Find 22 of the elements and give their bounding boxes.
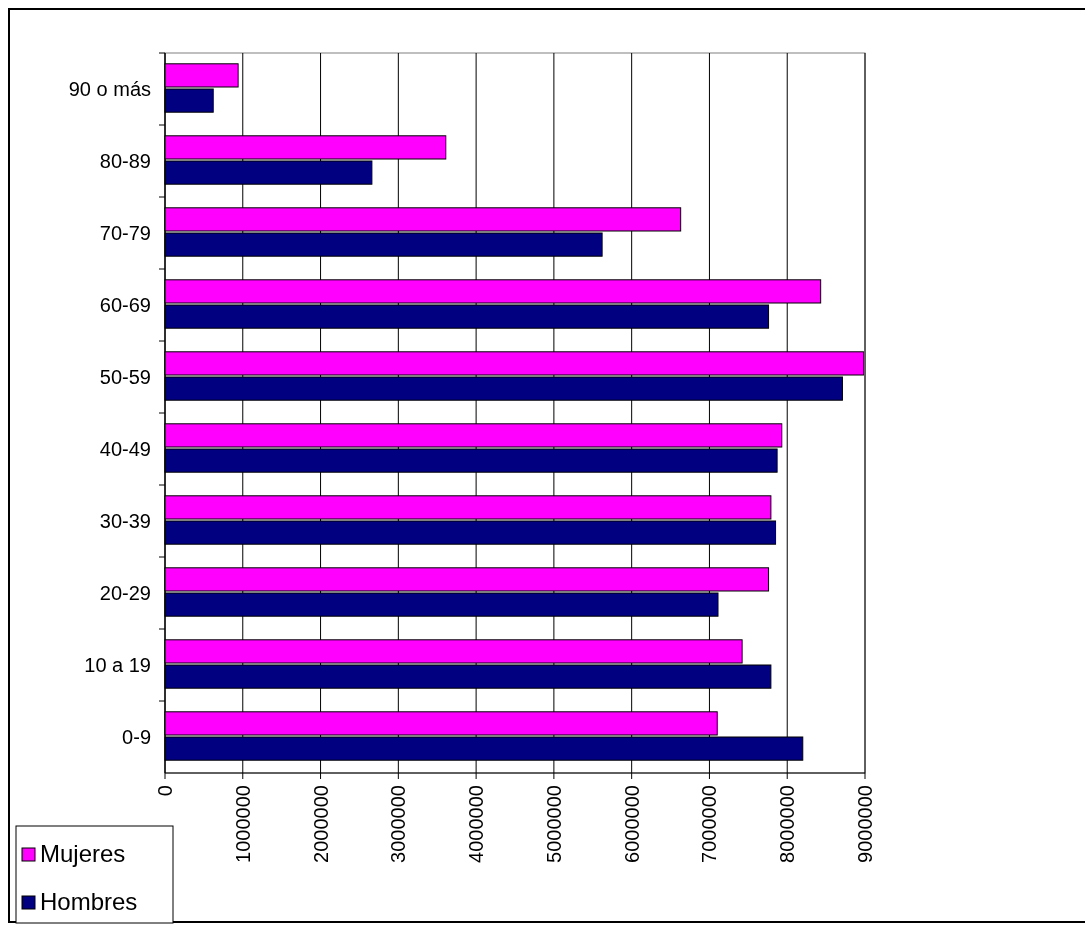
y-tick-label: 20-29 <box>99 582 151 604</box>
y-tick-label: 40-49 <box>99 438 151 460</box>
legend-label: Mujeres <box>40 840 126 867</box>
x-tick-label: 0 <box>154 785 176 797</box>
x-tick-label: 7000000 <box>698 785 721 863</box>
y-tick-label: 60-69 <box>99 294 151 316</box>
x-tick-label: 9000000 <box>854 785 876 863</box>
y-tick-label: 80-89 <box>99 150 151 172</box>
y-tick-label: 0-9 <box>122 726 151 748</box>
y-tick-label: 30-39 <box>99 510 151 532</box>
x-tick-label: 6000000 <box>620 785 643 863</box>
x-tick-label: 8000000 <box>776 785 799 863</box>
x-tick-label: 5000000 <box>542 785 565 863</box>
y-tick-label: 90 o más <box>68 78 151 100</box>
y-tick-label: 10 a 19 <box>84 654 151 676</box>
y-tick-label: 50-59 <box>99 366 151 388</box>
legend-label: Hombres <box>40 888 138 915</box>
y-tick-label: 70-79 <box>99 222 151 244</box>
x-tick-label: 3000000 <box>387 785 410 863</box>
x-tick-label: 4000000 <box>465 785 488 863</box>
x-tick-label: 2000000 <box>309 785 332 863</box>
x-tick-label: 1000000 <box>231 785 254 863</box>
